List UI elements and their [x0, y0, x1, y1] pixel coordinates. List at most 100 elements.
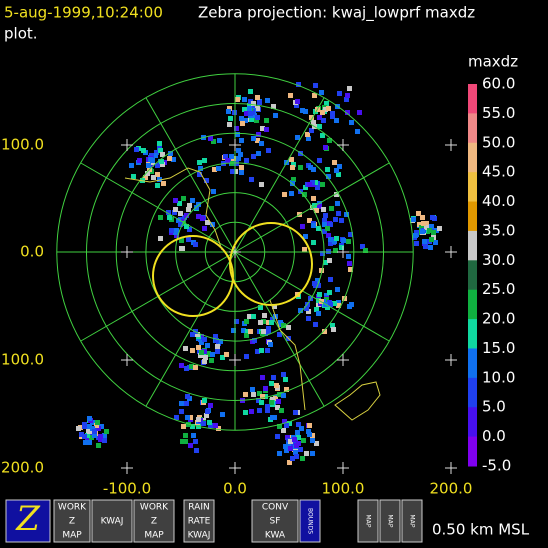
toolbar-button-label: MAP — [62, 531, 82, 541]
echo — [205, 220, 210, 225]
toolbar: Z WORK Z MAP KWAJ WORK Z MAP RAIN RATE KWAJ CONV SF K… — [0, 496, 548, 548]
echo — [333, 248, 338, 253]
datetime: 5-aug-1999,10:24:00 — [4, 4, 163, 22]
echo — [145, 171, 150, 176]
echo — [203, 355, 208, 360]
echo — [427, 228, 432, 233]
toolbar-button[interactable] — [91, 499, 133, 543]
toolbar-button[interactable] — [379, 499, 401, 543]
echo — [281, 323, 286, 328]
echo — [273, 396, 278, 401]
altitude-status: 0.50 km MSL — [432, 521, 530, 539]
zebra-logo-button[interactable] — [5, 499, 51, 543]
y-axis-label: 200.0 — [1, 459, 44, 477]
echo — [341, 238, 346, 243]
echo — [328, 241, 333, 246]
echo — [206, 351, 211, 356]
echo — [286, 442, 291, 447]
echo — [236, 156, 241, 161]
echo — [277, 424, 282, 429]
echo — [204, 413, 209, 418]
echo — [183, 346, 188, 351]
echo — [149, 153, 154, 158]
echo — [322, 329, 327, 334]
echo — [96, 443, 101, 448]
echo — [317, 124, 322, 129]
echo — [218, 339, 223, 344]
toolbar-button-label: RATE — [188, 517, 211, 527]
echo — [248, 329, 253, 334]
echo — [188, 443, 193, 448]
echo — [185, 394, 190, 399]
echo — [263, 386, 268, 391]
toolbar-button[interactable] — [53, 499, 91, 543]
echo — [189, 364, 194, 369]
echo — [178, 211, 183, 216]
echo — [310, 451, 315, 456]
echo — [224, 352, 229, 357]
toolbar-button[interactable] — [251, 499, 299, 543]
toolbar-button[interactable] — [133, 499, 175, 543]
colorbar-tick-label: 45.0 — [482, 163, 515, 181]
echo — [320, 251, 325, 256]
echo — [257, 408, 262, 413]
toolbar-button[interactable] — [183, 499, 215, 543]
toolbar-button[interactable] — [299, 499, 321, 543]
echo — [256, 398, 261, 403]
echo — [306, 429, 311, 434]
echo — [205, 409, 210, 414]
echo — [349, 302, 354, 307]
echo — [346, 239, 351, 244]
echo — [344, 97, 349, 102]
subtitle: plot. — [4, 25, 38, 43]
echo — [83, 440, 88, 445]
echo — [328, 237, 333, 242]
echo — [316, 226, 321, 231]
toolbar-button-label: KWA — [265, 531, 286, 541]
echo — [265, 98, 270, 103]
toolbar-button-label: MAP — [387, 515, 394, 528]
echo — [202, 226, 207, 231]
echo — [310, 438, 315, 443]
echo — [131, 174, 136, 179]
echo — [349, 120, 354, 125]
echo — [223, 154, 228, 159]
echo — [186, 237, 191, 242]
echo — [270, 415, 275, 420]
grid-cross — [337, 462, 349, 474]
echo — [284, 423, 289, 428]
axis-labels: -100.0 0.0 100.0 200.0 100.0 0.0 100.0 200.0 — [1, 136, 472, 498]
range-rings — [56, 73, 457, 474]
echo — [306, 316, 311, 321]
echo — [260, 375, 265, 380]
echo — [193, 365, 198, 370]
toolbar-button-label: MAP — [144, 531, 164, 541]
echo — [298, 165, 303, 170]
echo — [235, 132, 240, 137]
echo — [295, 99, 300, 104]
toolbar-button[interactable] — [401, 499, 423, 543]
grid-cross — [337, 139, 349, 151]
echo — [311, 196, 316, 201]
echo — [283, 444, 288, 449]
grid-cross — [337, 354, 349, 366]
echo — [306, 136, 311, 141]
echo — [96, 426, 101, 431]
toolbar-button-label: SF — [270, 517, 281, 527]
echo — [176, 218, 181, 223]
echo — [196, 345, 201, 350]
echo — [227, 122, 232, 127]
echo — [248, 111, 253, 116]
echo — [326, 233, 331, 238]
toolbar-button-label: Z — [151, 517, 157, 527]
echo — [303, 109, 308, 114]
toolbar-button[interactable] — [357, 499, 379, 543]
echo — [215, 344, 220, 349]
echo — [345, 110, 350, 115]
echo — [242, 107, 247, 112]
echo — [305, 132, 310, 137]
echo — [345, 93, 350, 98]
echo — [290, 456, 295, 461]
echo — [184, 401, 189, 406]
echo — [277, 332, 282, 337]
